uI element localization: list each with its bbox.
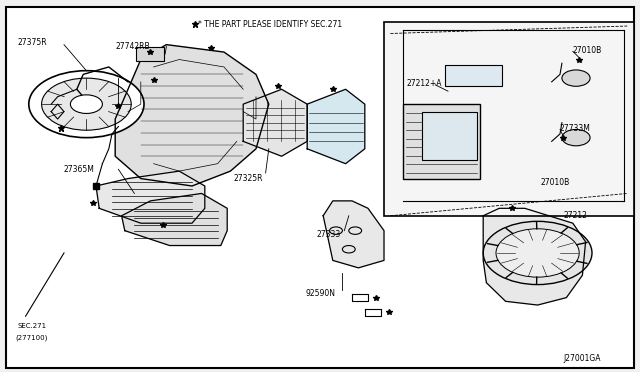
Bar [422, 112, 477, 160]
Bar [403, 104, 480, 179]
Bar [445, 65, 502, 86]
Text: 27733M: 27733M [560, 124, 591, 133]
Circle shape [42, 78, 131, 130]
Polygon shape [96, 171, 205, 223]
Text: 92590N: 92590N [305, 289, 335, 298]
Bar [136, 47, 164, 61]
Bar [384, 22, 634, 216]
Circle shape [70, 95, 102, 113]
Polygon shape [243, 89, 307, 156]
Circle shape [562, 70, 590, 86]
Text: 27365M: 27365M [64, 165, 95, 174]
Text: 27333: 27333 [317, 230, 341, 239]
Polygon shape [307, 89, 365, 164]
Polygon shape [115, 45, 269, 186]
Polygon shape [323, 201, 384, 268]
Text: (277100): (277100) [15, 334, 48, 341]
Text: 27010B: 27010B [573, 46, 602, 55]
Text: 27212+A: 27212+A [406, 79, 442, 88]
Text: 27742RB: 27742RB [115, 42, 150, 51]
Polygon shape [483, 208, 586, 305]
Text: 27375R: 27375R [18, 38, 47, 47]
Text: 27212: 27212 [563, 211, 587, 220]
Circle shape [562, 129, 590, 146]
Text: 27010B: 27010B [541, 178, 570, 187]
Text: SEC.271: SEC.271 [18, 323, 47, 328]
Polygon shape [122, 193, 227, 246]
Circle shape [496, 229, 579, 277]
Text: 27325R: 27325R [234, 174, 263, 183]
Circle shape [483, 221, 592, 285]
Text: J27001GA: J27001GA [563, 355, 601, 363]
Text: * THE PART PLEASE IDENTIFY SEC.271: * THE PART PLEASE IDENTIFY SEC.271 [198, 20, 342, 29]
Circle shape [29, 71, 144, 138]
